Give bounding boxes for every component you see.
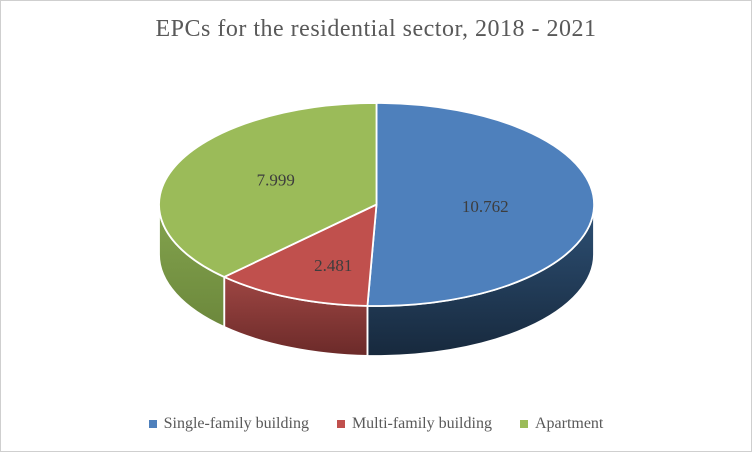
data-label-apartment: 7.999 bbox=[257, 171, 295, 190]
chart-title: EPCs for the residential sector, 2018 - … bbox=[155, 16, 597, 42]
chart-legend: Single-family building Multi-family buil… bbox=[1, 415, 751, 433]
pie-slice-single-family-building bbox=[366, 102, 595, 307]
legend-label-single-family-building: Single-family building bbox=[163, 415, 309, 432]
legend-item-apartment: Apartment bbox=[519, 415, 604, 433]
pie-slice-apartment bbox=[158, 102, 378, 278]
legend-marker-multi-family-building bbox=[336, 420, 345, 428]
legend-label-apartment: Apartment bbox=[534, 415, 604, 432]
legend-marker-single-family-building bbox=[148, 420, 157, 428]
legend-marker-apartment bbox=[519, 420, 528, 428]
legend-item-single-family-building: Single-family building bbox=[148, 415, 309, 433]
legend-item-multi-family-building: Multi-family building bbox=[336, 415, 492, 433]
pie-slice-multi-family-building bbox=[223, 203, 378, 307]
data-label-multi-family-building: 2.481 bbox=[314, 256, 352, 275]
data-label-single-family-building: 10.762 bbox=[462, 197, 509, 216]
legend-label-multi-family-building: Multi-family building bbox=[351, 415, 492, 432]
